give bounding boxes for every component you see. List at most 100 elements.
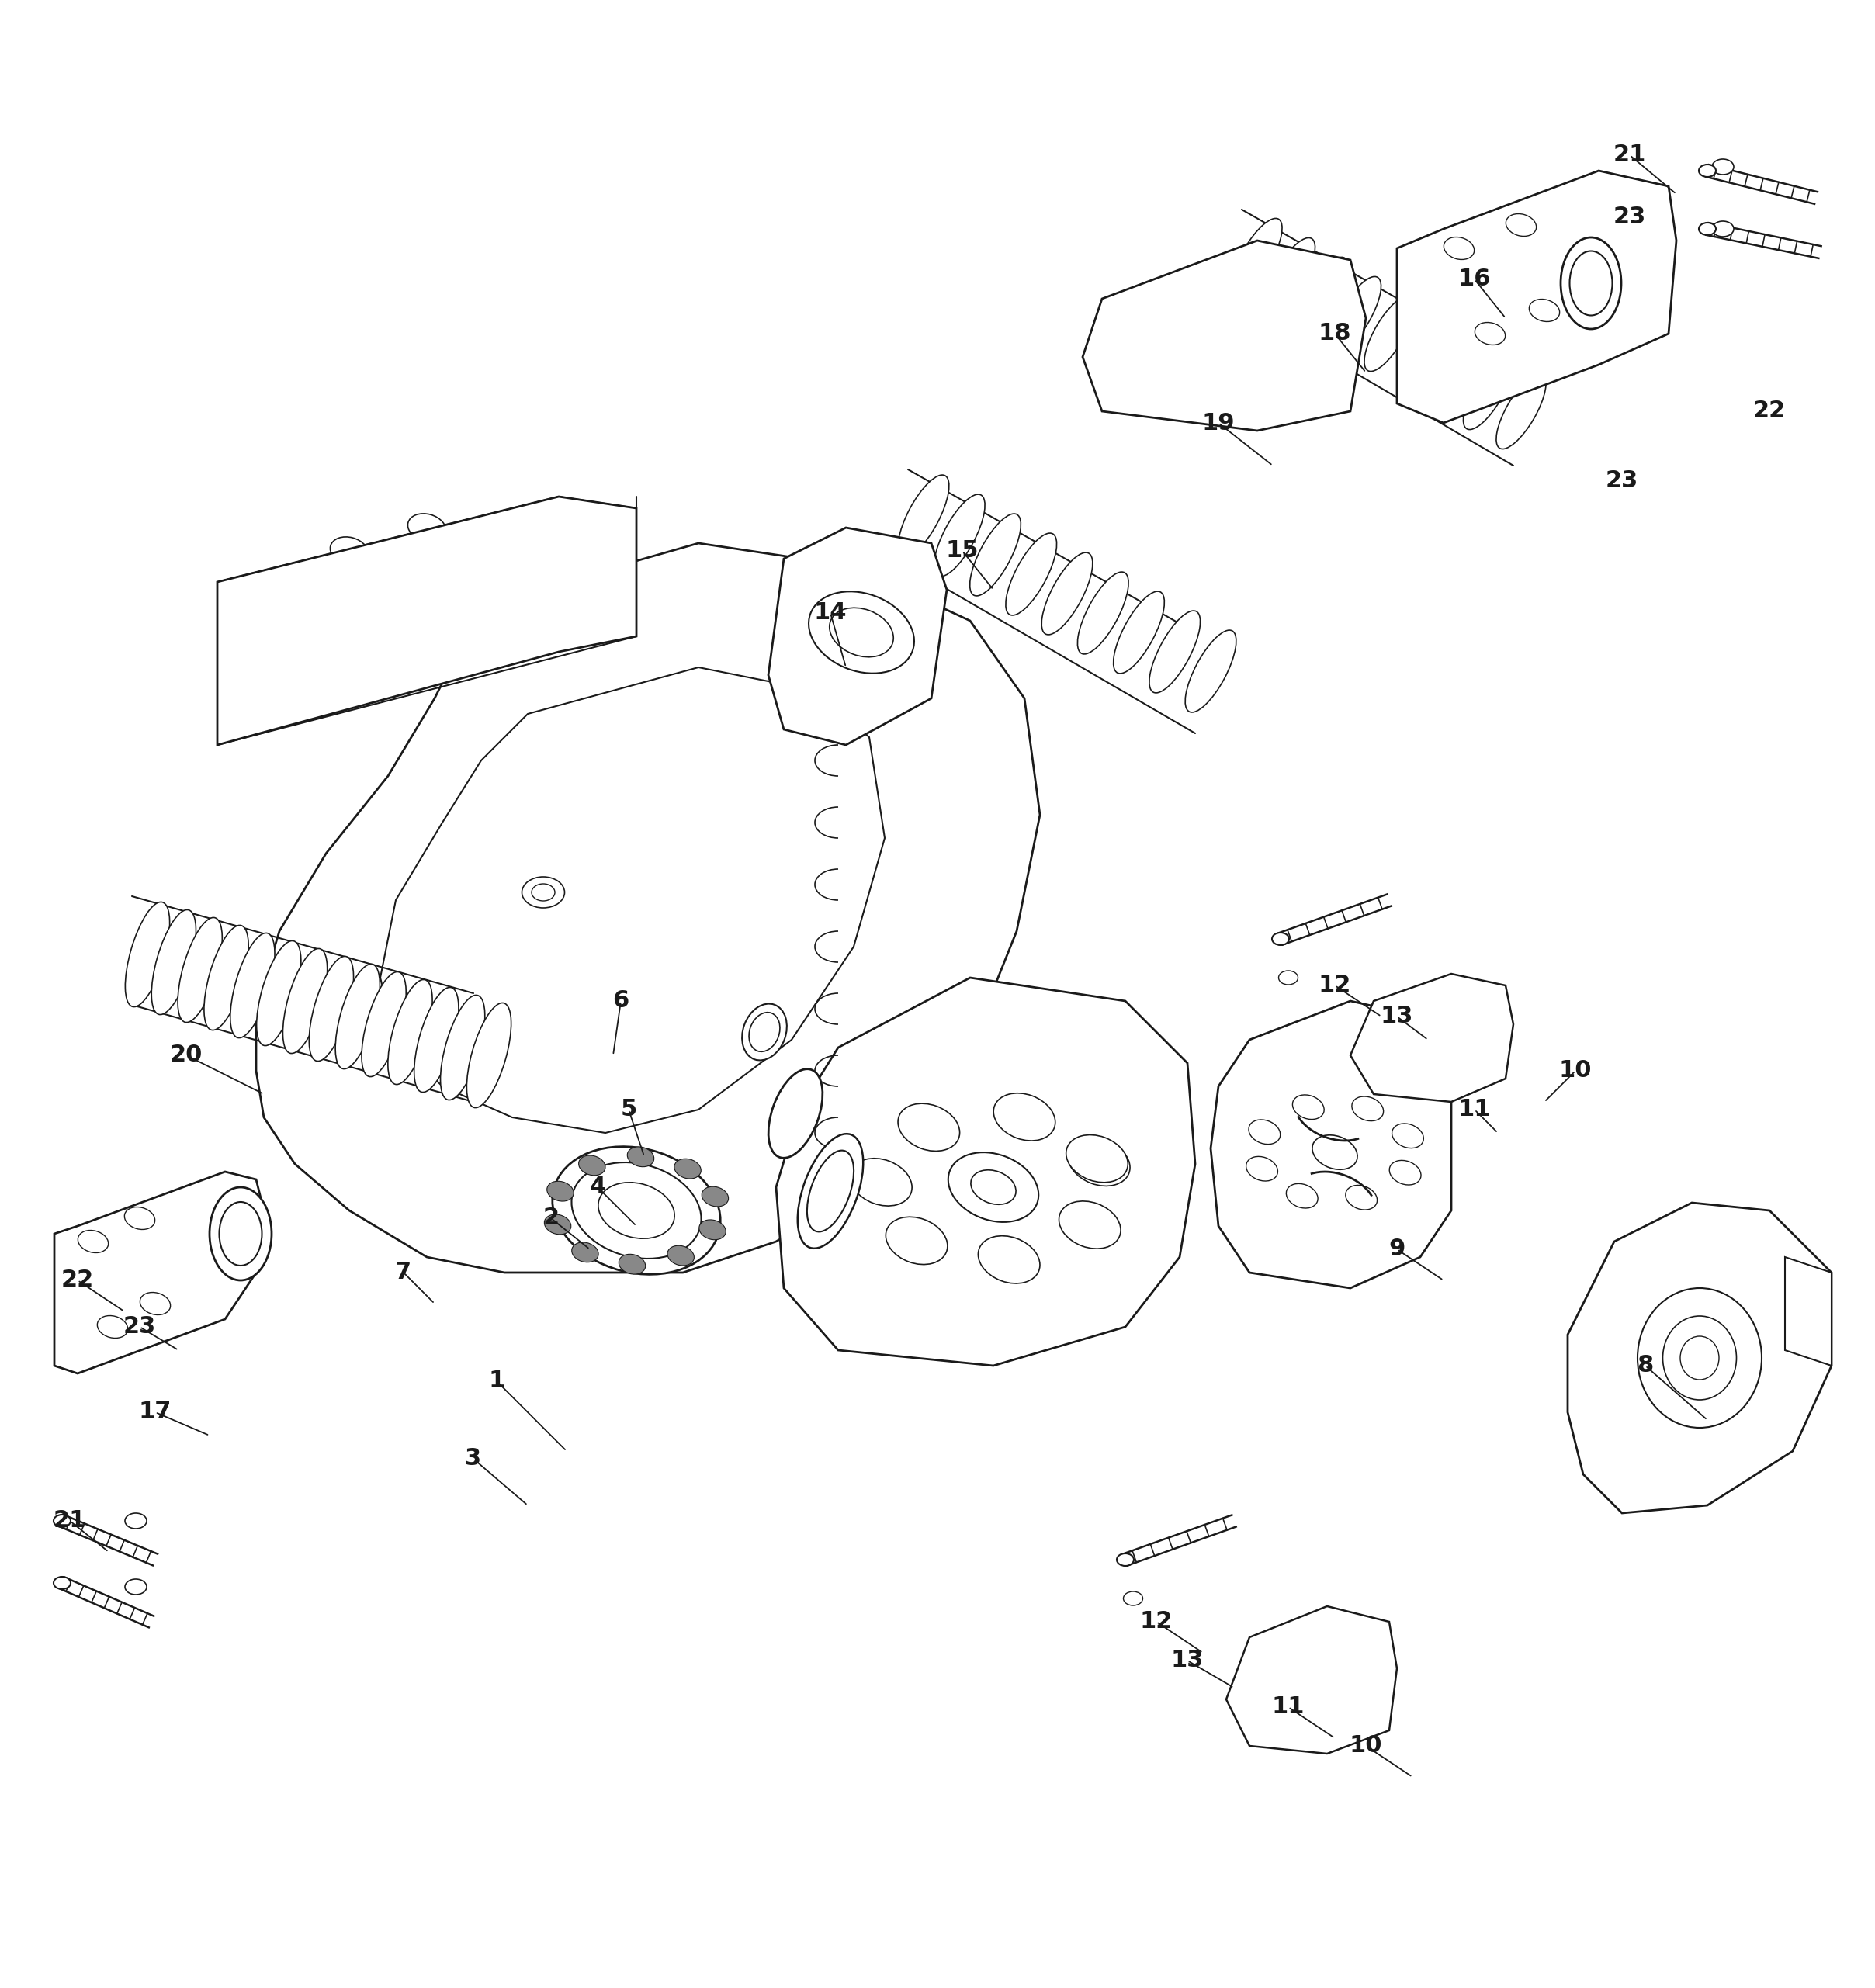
Text: 18: 18: [1318, 322, 1352, 344]
Text: 7: 7: [396, 1260, 412, 1284]
Polygon shape: [1785, 1256, 1832, 1366]
Ellipse shape: [1298, 256, 1348, 332]
Ellipse shape: [619, 1254, 645, 1274]
Text: 4: 4: [589, 1177, 606, 1199]
Text: 22: 22: [1753, 400, 1785, 423]
Ellipse shape: [829, 608, 894, 656]
Text: 23: 23: [124, 1316, 156, 1338]
Ellipse shape: [309, 956, 354, 1062]
Text: 5: 5: [621, 1097, 638, 1121]
Text: 11: 11: [1271, 1696, 1305, 1718]
Ellipse shape: [668, 1246, 694, 1266]
Ellipse shape: [257, 940, 302, 1046]
Ellipse shape: [407, 513, 446, 541]
Ellipse shape: [1365, 296, 1414, 372]
Ellipse shape: [1352, 1097, 1384, 1121]
Ellipse shape: [979, 1237, 1041, 1284]
Ellipse shape: [1232, 219, 1283, 294]
Ellipse shape: [1476, 322, 1506, 344]
Ellipse shape: [806, 1151, 853, 1233]
Ellipse shape: [742, 1004, 788, 1060]
Polygon shape: [769, 527, 947, 746]
Ellipse shape: [1185, 630, 1236, 712]
Ellipse shape: [330, 537, 368, 565]
Text: 13: 13: [1172, 1650, 1204, 1672]
Ellipse shape: [98, 1316, 128, 1338]
Ellipse shape: [219, 1203, 263, 1266]
Polygon shape: [776, 978, 1194, 1366]
Ellipse shape: [769, 1070, 823, 1157]
Ellipse shape: [283, 948, 328, 1054]
Polygon shape: [218, 497, 636, 746]
Text: 9: 9: [1389, 1239, 1404, 1260]
Text: 8: 8: [1637, 1354, 1654, 1378]
Ellipse shape: [1292, 1095, 1324, 1119]
Polygon shape: [1350, 974, 1513, 1101]
Ellipse shape: [1331, 276, 1382, 352]
Ellipse shape: [898, 1103, 960, 1151]
Ellipse shape: [1312, 1135, 1358, 1169]
Text: 15: 15: [945, 539, 979, 563]
Ellipse shape: [1462, 354, 1513, 429]
Ellipse shape: [701, 1187, 729, 1207]
Ellipse shape: [675, 1159, 701, 1179]
Ellipse shape: [1078, 573, 1129, 654]
Ellipse shape: [598, 1183, 675, 1239]
Ellipse shape: [126, 1513, 146, 1529]
Ellipse shape: [1005, 533, 1058, 614]
Ellipse shape: [231, 932, 276, 1038]
Ellipse shape: [141, 1292, 171, 1314]
Ellipse shape: [79, 1231, 109, 1252]
Text: 21: 21: [52, 1509, 86, 1533]
Ellipse shape: [126, 903, 169, 1006]
Polygon shape: [1082, 241, 1365, 431]
Ellipse shape: [1059, 1201, 1121, 1248]
Ellipse shape: [1699, 165, 1716, 177]
Polygon shape: [1211, 1002, 1451, 1288]
Ellipse shape: [969, 513, 1020, 596]
Ellipse shape: [1149, 610, 1200, 694]
Text: 14: 14: [814, 602, 848, 624]
Ellipse shape: [1431, 334, 1479, 410]
Text: 22: 22: [62, 1268, 94, 1292]
Polygon shape: [54, 1171, 264, 1374]
Ellipse shape: [949, 1153, 1039, 1223]
Ellipse shape: [1530, 298, 1560, 322]
Text: 12: 12: [1318, 974, 1352, 996]
Text: 10: 10: [1350, 1736, 1382, 1757]
Text: 19: 19: [1202, 412, 1236, 433]
Ellipse shape: [1279, 970, 1298, 984]
Polygon shape: [257, 543, 1041, 1272]
Ellipse shape: [699, 1221, 726, 1241]
Ellipse shape: [572, 1163, 701, 1258]
Ellipse shape: [1346, 1185, 1378, 1211]
Ellipse shape: [1444, 237, 1474, 260]
Ellipse shape: [748, 1012, 780, 1052]
Ellipse shape: [362, 972, 407, 1077]
Text: 20: 20: [171, 1044, 202, 1066]
Text: 12: 12: [1140, 1610, 1172, 1632]
Polygon shape: [1397, 171, 1676, 423]
Text: 17: 17: [139, 1402, 172, 1423]
Ellipse shape: [210, 1187, 272, 1280]
Ellipse shape: [152, 911, 197, 1014]
Ellipse shape: [414, 988, 459, 1091]
Ellipse shape: [1286, 1183, 1318, 1209]
Ellipse shape: [388, 980, 433, 1083]
Text: 6: 6: [613, 990, 630, 1012]
Ellipse shape: [441, 996, 486, 1099]
Ellipse shape: [849, 1159, 911, 1207]
Ellipse shape: [467, 1002, 512, 1107]
Ellipse shape: [204, 924, 249, 1030]
Ellipse shape: [521, 877, 564, 909]
Text: 1: 1: [489, 1370, 504, 1392]
Ellipse shape: [797, 1133, 863, 1248]
Ellipse shape: [336, 964, 381, 1070]
Ellipse shape: [548, 1181, 574, 1201]
Ellipse shape: [934, 495, 984, 577]
Ellipse shape: [808, 592, 915, 674]
Ellipse shape: [1249, 1119, 1281, 1145]
Text: 3: 3: [465, 1447, 482, 1469]
Ellipse shape: [1637, 1288, 1762, 1427]
Text: 13: 13: [1380, 1006, 1414, 1028]
